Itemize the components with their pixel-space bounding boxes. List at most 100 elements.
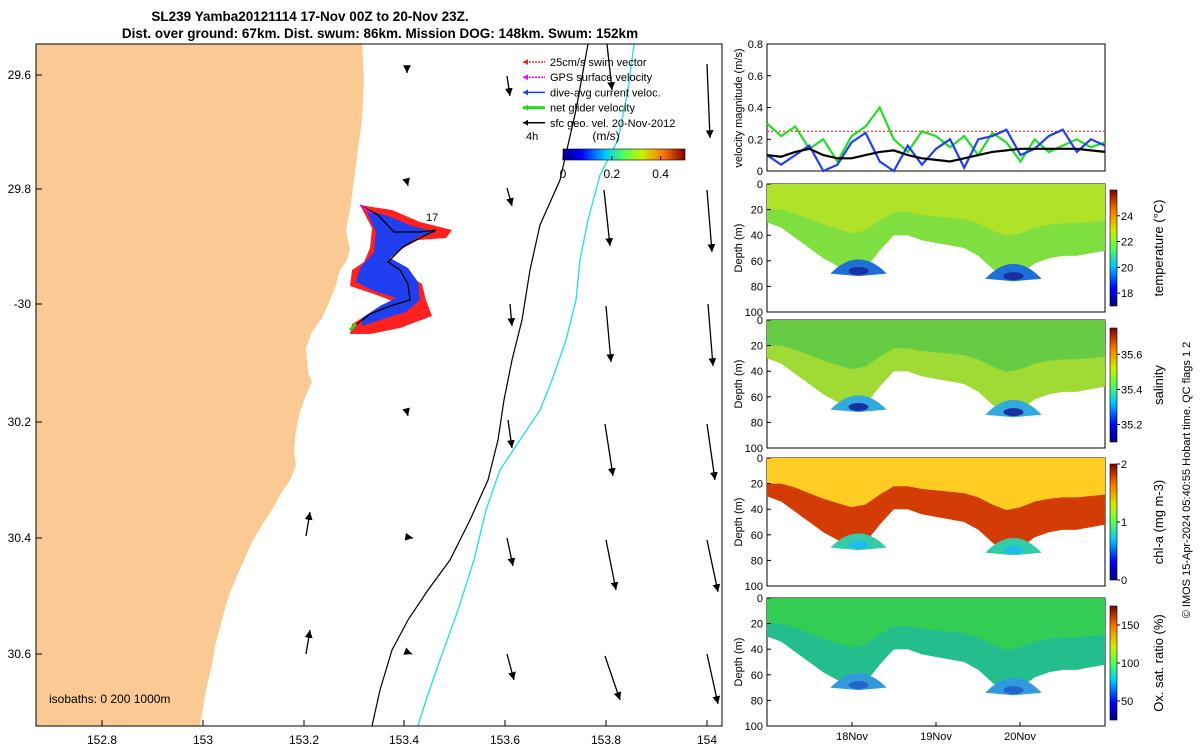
colorbar-label: salinity	[1151, 365, 1166, 405]
current-arrow	[506, 653, 516, 681]
current-arrow	[504, 75, 513, 97]
depth-tick-label: 100	[745, 307, 763, 319]
latitude-tick-label: 30.4	[8, 531, 32, 545]
velocity-series-line	[766, 128, 1106, 173]
latitude-tick-label: 30.2	[8, 415, 32, 429]
colorbar-tick-label: 24	[1121, 211, 1133, 223]
heatmap-deepest-values	[1003, 408, 1024, 417]
depth-tick-label: 0	[757, 453, 763, 465]
land-area	[36, 44, 364, 726]
speed-colorbar-tick-label: 0	[560, 167, 567, 181]
depth-tick-label: 20	[751, 341, 763, 353]
heatmap-panel-chlorophyll-a: 0 20 40 60 80 100 Depth (m) 0 1 2 chl-a (mg m-3)	[733, 453, 1166, 593]
speed-colorbar-bar	[562, 148, 686, 161]
velocity-ytick-label: 0.8	[748, 39, 763, 51]
current-arrow	[603, 189, 614, 247]
velocity-ytick-label: 0.2	[748, 134, 763, 146]
heatmap-deepest-values	[848, 403, 869, 412]
colorbar-label: Ox. sat. ratio (%)	[1151, 614, 1166, 712]
current-arrow	[604, 423, 616, 477]
depth-tick-label: 60	[751, 392, 763, 404]
legend-label: dive-avg current veloc.	[550, 87, 661, 99]
depth-tick-label: 60	[751, 530, 763, 542]
depth-tick-label: 0	[757, 179, 763, 191]
current-arrow	[707, 303, 717, 367]
speed-colorbar-tick-label: 0.4	[652, 167, 669, 181]
current-arrow	[604, 655, 622, 701]
depth-tick-label: 0	[757, 593, 763, 605]
heatmap-colorbar	[1109, 605, 1118, 721]
depth-tick-label: 100	[745, 443, 763, 455]
colorbar-tick-label: 0	[1121, 575, 1127, 587]
heatmap-deepest-values	[1003, 686, 1024, 695]
current-arrow	[404, 532, 414, 541]
longitude-ticks: 152.8 153 153.2 153.4 153.6 153.8 154	[87, 720, 717, 747]
depth-tick-label: 40	[751, 644, 763, 656]
depth-tick-label: 20	[751, 619, 763, 631]
colorbar-tick-label: 2	[1121, 459, 1127, 471]
longitude-tick-label: 153.4	[389, 733, 419, 747]
current-arrow	[706, 423, 718, 481]
latitude-tick-label: -30	[14, 297, 32, 311]
colorbar-label: temperature (°C)	[1151, 200, 1166, 297]
speed-colorbar-tick-label: 0.2	[603, 167, 620, 181]
time-step-label: 4h	[526, 131, 538, 143]
depth-axis-label: Depth (m)	[733, 638, 745, 687]
time-tick-label: 20Nov	[1004, 731, 1036, 743]
current-arrow	[304, 629, 313, 655]
longitude-tick-label: 153.6	[490, 733, 520, 747]
map-frame	[35, 43, 723, 727]
isobath-1000m	[417, 44, 635, 726]
latitude-tick-label: 29.6	[8, 68, 32, 82]
heatmap-colorbar	[1109, 189, 1118, 307]
velocity-series-line	[766, 105, 1106, 164]
heatmap-panel-oxygen-saturation: 0 20 40 60 80 100 Depth (m) 50 100 150 Ox. sat. ra…	[733, 593, 1166, 743]
longitude-tick-label: 152.8	[87, 733, 117, 747]
current-arrow	[402, 407, 410, 417]
depth-axis-label: Depth (m)	[733, 360, 745, 409]
legend-label: 25cm/s swim vector	[550, 57, 647, 69]
heatmap-deepest-values	[848, 681, 869, 690]
legend-label: GPS surface velocity	[550, 72, 653, 84]
current-arrow	[507, 419, 515, 449]
velocity-series-line	[766, 147, 1106, 163]
depth-tick-label: 100	[745, 581, 763, 593]
net-glider-velocity-segment	[348, 322, 358, 332]
depth-tick-label: 80	[751, 281, 763, 293]
depth-tick-label: 40	[751, 504, 763, 516]
current-arrow	[506, 187, 514, 207]
legend-swatch-head	[523, 74, 528, 81]
current-arrow	[605, 539, 619, 591]
legend-label: net glider velocity	[550, 103, 635, 115]
current-arrow	[304, 511, 313, 537]
depth-tick-label: 80	[751, 695, 763, 707]
legend-label: sfc geo. vel. 20-Nov-2012	[550, 118, 675, 130]
glider-path-line	[351, 204, 437, 329]
title-line-2: Dist. over ground: 67km. Dist. swum: 86k…	[122, 26, 638, 41]
map-panel: 17 4h isobaths: 0 200 1000m 152.8 153 153.…	[8, 43, 723, 747]
isobath-200m	[371, 44, 589, 726]
latitude-tick-label: 30.6	[8, 647, 32, 661]
current-arrow	[506, 537, 516, 567]
depth-tick-label: 40	[751, 366, 763, 378]
latitude-ticks: 29.6 29.8 -30 30.2 30.4 30.6	[8, 68, 42, 661]
map-legend: 25cm/s swim vector GPS surface velocity di…	[523, 57, 675, 130]
isobaths-label: isobaths: 0 200 1000m	[49, 692, 170, 706]
current-arrow	[706, 539, 721, 593]
longitude-tick-label: 153.8	[591, 733, 621, 747]
current-arrow	[507, 303, 516, 327]
current-arrow	[706, 653, 721, 705]
heatmap-panel-salinity: 0 20 40 60 80 100 Depth (m) 35.2 35.4 35.6 salinit…	[733, 315, 1166, 455]
velocity-ytick-label: 0.6	[748, 71, 763, 83]
depth-tick-label: 80	[751, 417, 763, 429]
velocity-panel: 0 0.2 0.4 0.6 0.8 velocity magnitude (m/s)	[733, 39, 1106, 178]
time-tick-label: 18Nov	[836, 731, 868, 743]
colorbar-tick-label: 18	[1121, 288, 1133, 300]
track-start-label: 17	[426, 212, 438, 224]
footer-credit: © IMOS 15-Apr-2024 05:40:55 Hobart time.…	[1181, 342, 1193, 619]
colorbar-tick-label: 100	[1121, 658, 1139, 670]
longitude-tick-label: 153.2	[289, 733, 319, 747]
depth-tick-label: 60	[751, 256, 763, 268]
time-tick-label: 19Nov	[920, 731, 952, 743]
